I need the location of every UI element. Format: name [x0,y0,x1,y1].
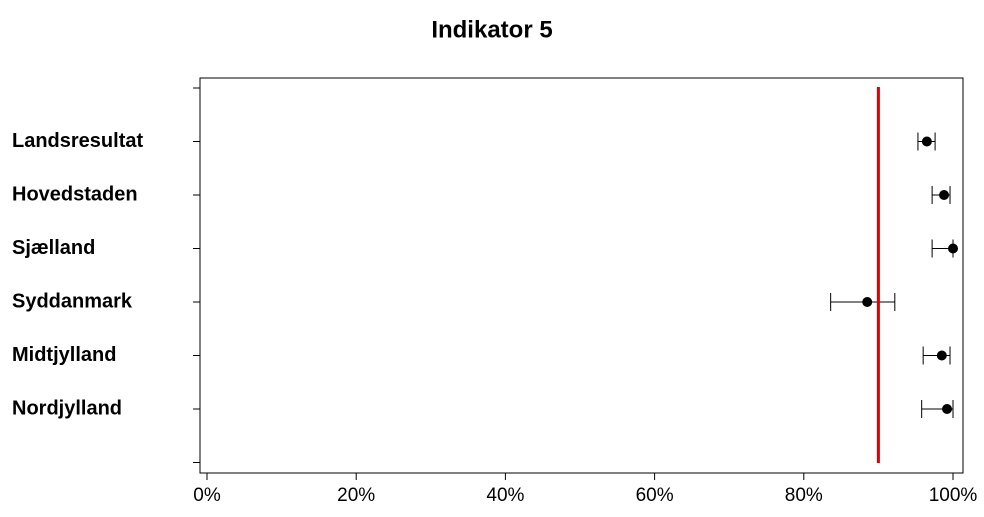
y-tick-label: Syddanmark [12,290,133,312]
x-tick-label: 40% [486,485,524,506]
dot [936,350,947,361]
y-tick-label: Midtjylland [12,344,116,366]
x-tick-label: 60% [636,485,674,506]
dot [862,297,873,307]
dot [939,190,950,200]
chart-title: Indikator 5 [431,16,552,43]
y-tick-label: Hovedstaden [12,183,138,205]
x-tick-label: 100% [929,485,978,506]
y-tick-label: Landsresultat [12,130,143,152]
plot-frame [199,77,964,474]
x-tick-label: 20% [337,485,375,506]
x-tick-label: 80% [785,485,823,506]
dot [921,136,932,147]
dot [942,404,953,414]
y-tick-label: Sjælland [12,237,95,259]
dot [948,243,958,254]
x-tick-label: 0% [193,485,221,506]
y-tick-label: Nordjylland [12,397,122,419]
